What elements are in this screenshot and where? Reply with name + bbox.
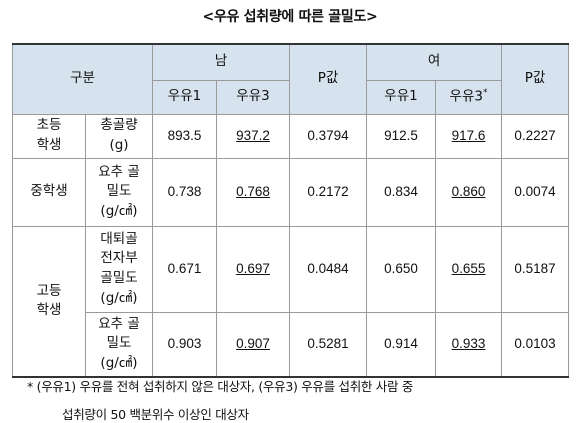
cell-p-female: 0.0074: [501, 157, 570, 227]
header-female: 여: [366, 43, 503, 81]
cell-female-milk3: 917.6: [435, 113, 503, 159]
footnote-line-2: 섭취량이 50 백분위수 이상인 대상자: [62, 407, 249, 422]
header-p-value-female: P값: [501, 43, 570, 115]
cell-p-female: 0.0103: [501, 311, 570, 378]
cell-male-milk3: 0.697: [215, 225, 291, 313]
cell-female-milk3: 0.933: [435, 311, 503, 378]
cell-male-milk1: 0.903: [152, 311, 217, 378]
footnote-line-1: * (우유1) 우유를 전혀 섭취하지 않은 대상자, (우유3) 우유를 섭취…: [27, 379, 414, 394]
row-group-high: 고등 학생: [12, 225, 86, 378]
row-group-elementary: 초등 학생: [12, 113, 86, 159]
cell-female-milk1: 912.5: [366, 113, 437, 159]
row-measure: 총골량 (g): [85, 113, 153, 159]
footnote-marker: *: [482, 87, 488, 98]
header-female-milk3: 우유3*: [435, 79, 503, 115]
cell-male-milk1: 893.5: [152, 113, 217, 159]
bone-density-table: 구분 남 P값 여 P값 우유1 우유3 우유1 우유3* 초등 학생 총골량 …: [12, 43, 570, 378]
cell-p-male: 0.0484: [289, 225, 368, 313]
cell-p-male: 0.3794: [289, 113, 368, 159]
cell-male-milk3: 0.768: [215, 157, 291, 227]
cell-female-milk1: 0.914: [366, 311, 437, 378]
header-male-milk1: 우유1: [152, 79, 217, 115]
row-measure: 대퇴골 전자부 골밀도 (g/㎠): [85, 225, 153, 313]
row-group-middle: 중학생: [12, 157, 86, 227]
header-group: 구분: [12, 43, 153, 115]
row-measure: 요추 골 밀도 (g/㎠): [85, 157, 153, 227]
row-measure: 요추 골 밀도 (g/㎠): [85, 311, 153, 378]
header-female-milk1: 우유1: [366, 79, 437, 115]
cell-female-milk3: 0.655: [435, 225, 503, 313]
cell-male-milk3: 937.2: [215, 113, 291, 159]
table-row: 중학생 요추 골 밀도 (g/㎠) 0.738 0.768 0.2172 0.8…: [12, 157, 570, 227]
cell-male-milk1: 0.738: [152, 157, 217, 227]
header-male-milk3: 우유3: [215, 79, 291, 115]
cell-p-male: 0.2172: [289, 157, 368, 227]
header-male: 남: [151, 43, 291, 81]
cell-p-female: 0.2227: [501, 113, 570, 159]
cell-female-milk3: 0.860: [435, 157, 503, 227]
cell-p-male: 0.5281: [289, 311, 368, 378]
header-p-value-male: P값: [289, 43, 368, 115]
table-row: 요추 골 밀도 (g/㎠) 0.903 0.907 0.5281 0.914 0…: [13, 311, 570, 378]
cell-male-milk3: 0.907: [215, 311, 291, 378]
header-female-milk3-label: 우유3: [449, 88, 483, 105]
cell-female-milk1: 0.834: [366, 157, 437, 227]
cell-p-female: 0.5187: [501, 225, 570, 313]
table-row: 고등 학생 대퇴골 전자부 골밀도 (g/㎠) 0.671 0.697 0.04…: [12, 225, 570, 378]
table-row: 초등 학생 총골량 (g) 893.5 937.2 0.3794 912.5 9…: [12, 113, 570, 159]
table-title: <우유 섭취량에 따른 골밀도>: [202, 9, 378, 25]
cell-female-milk1: 0.650: [366, 225, 437, 313]
cell-male-milk1: 0.671: [152, 225, 217, 313]
